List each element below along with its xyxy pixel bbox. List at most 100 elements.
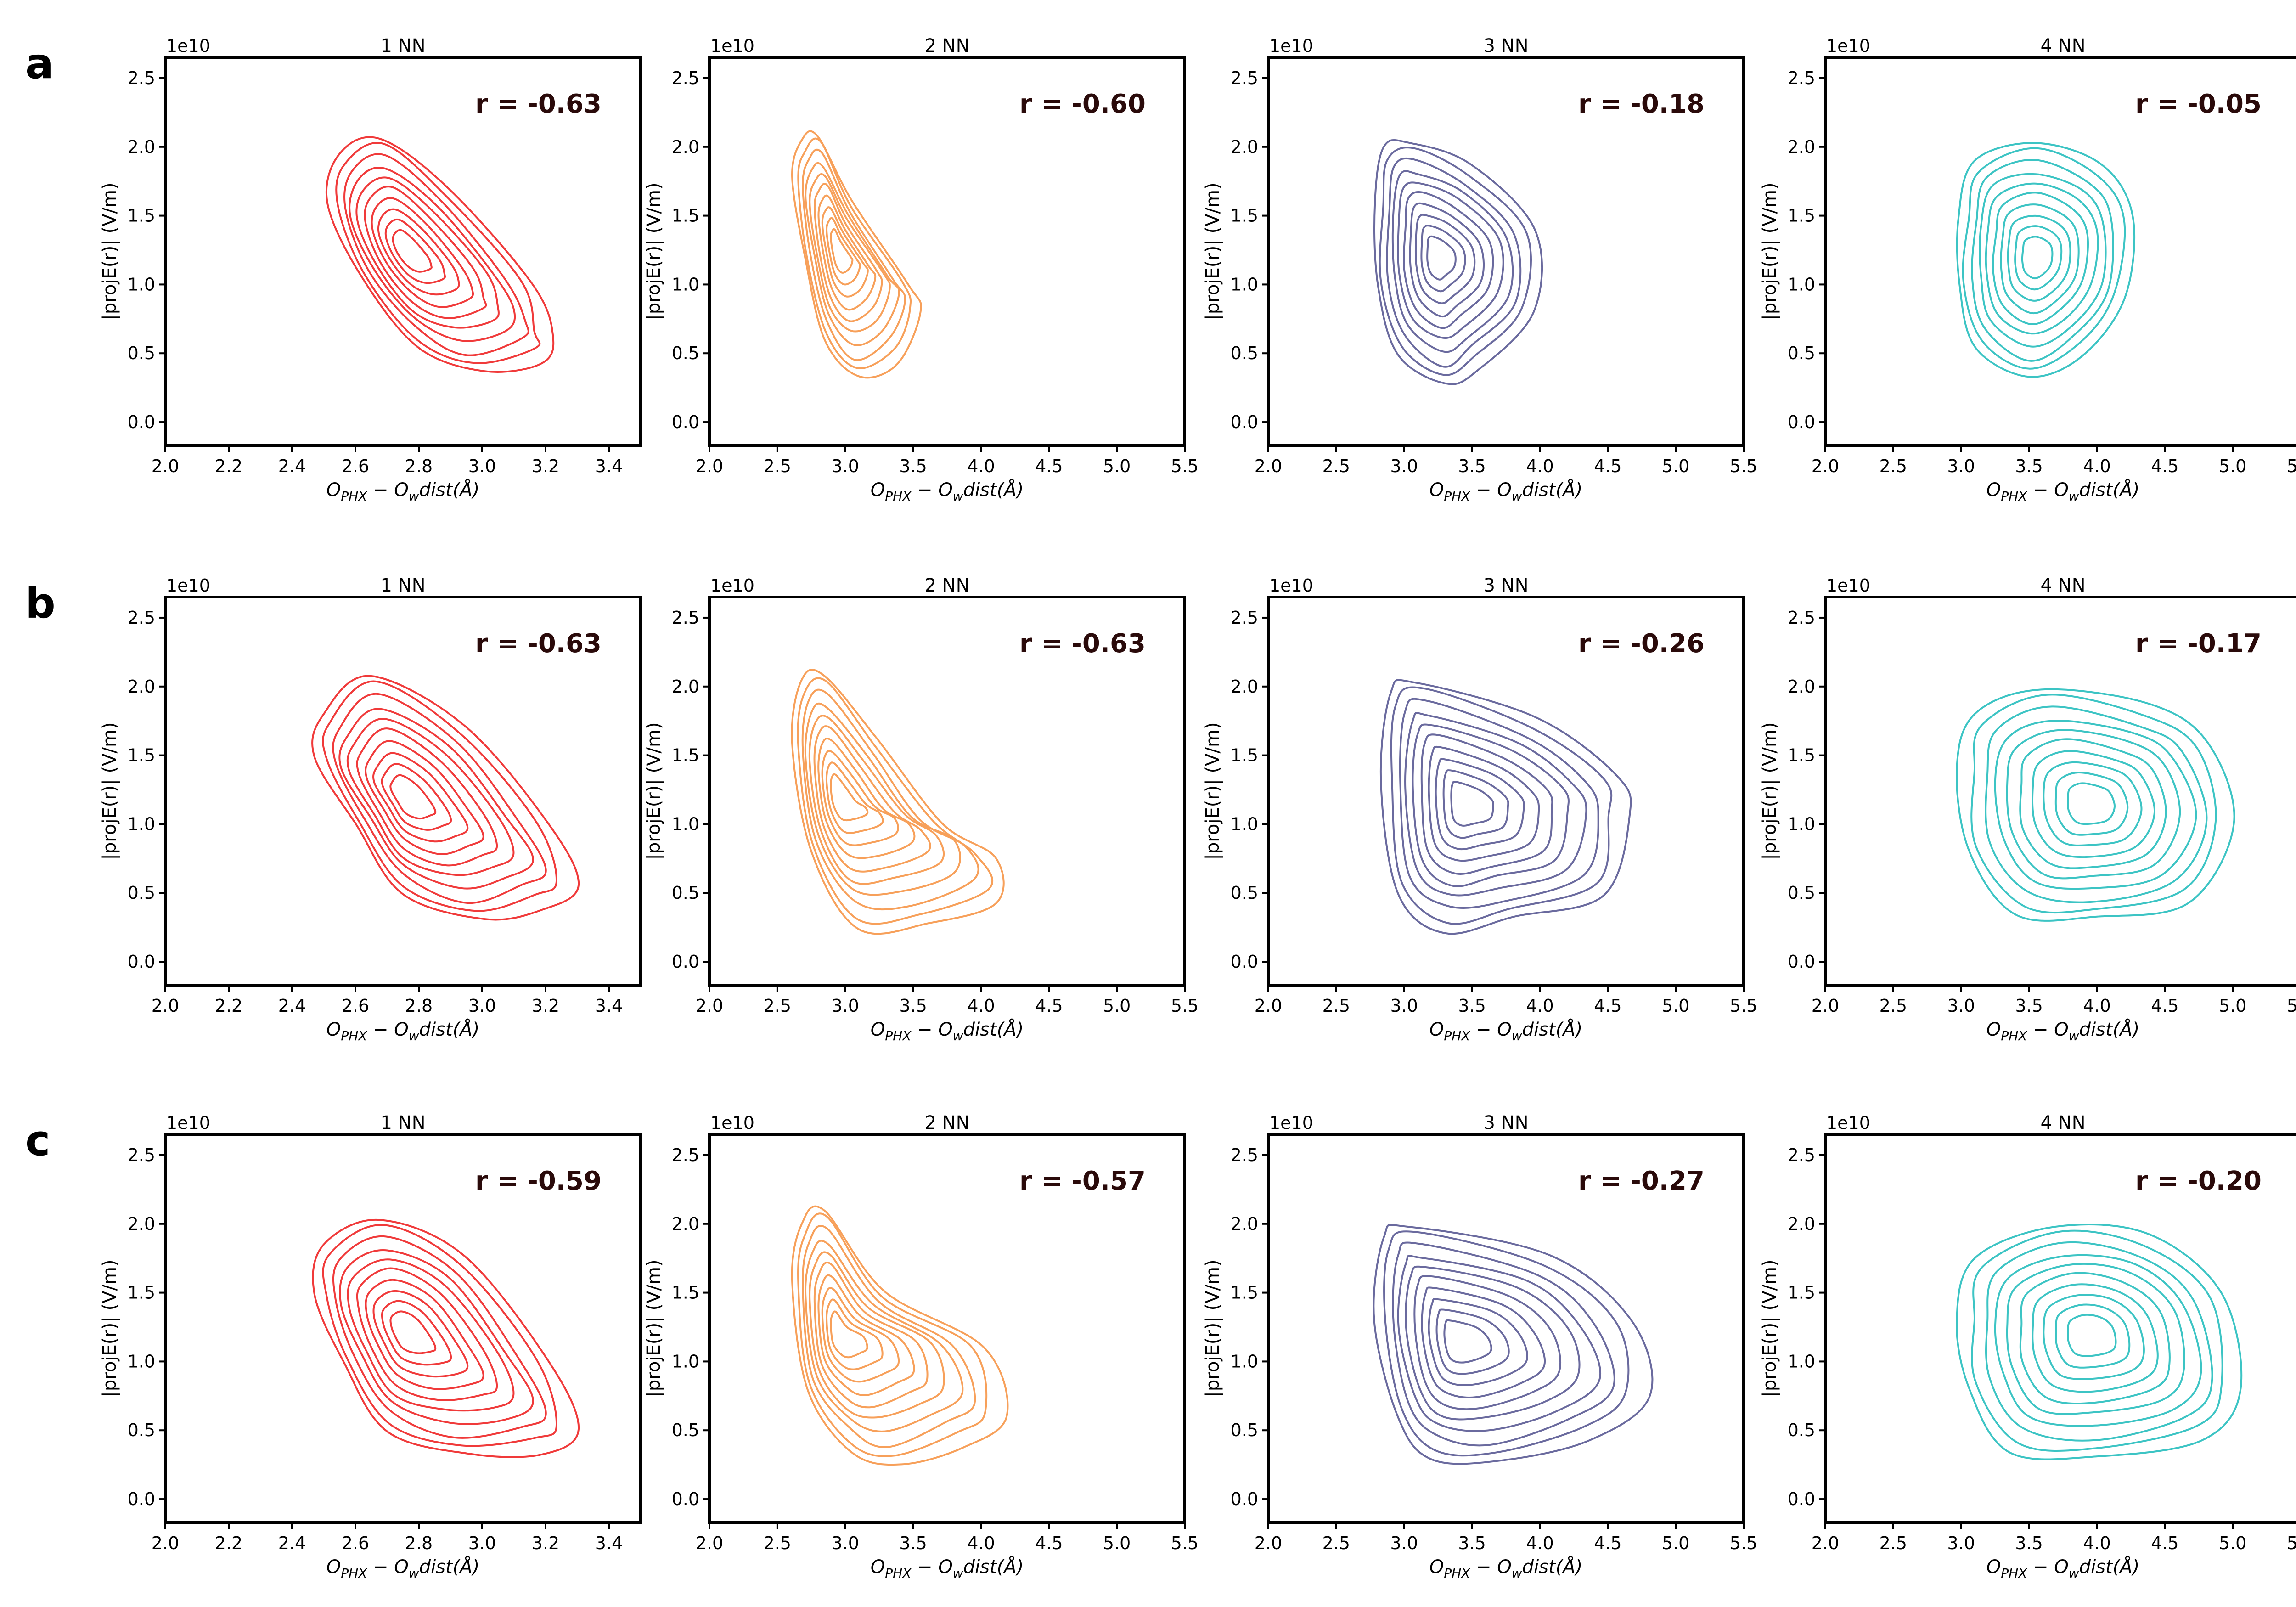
contour-level-1 bbox=[1379, 679, 1632, 935]
x-label-part: − bbox=[367, 1019, 394, 1040]
y-tick-label: 2.0 bbox=[1231, 677, 1258, 697]
y-tick-label: 2.5 bbox=[672, 608, 699, 628]
y-offset-label: 1e10 bbox=[710, 575, 754, 596]
x-tick-label: 3.2 bbox=[532, 996, 559, 1016]
x-tick-label: 2.5 bbox=[764, 456, 791, 476]
contour-level-6 bbox=[1403, 191, 1494, 329]
x-label-part: O bbox=[1986, 1019, 2001, 1040]
x-tick-label: 5.0 bbox=[2219, 996, 2246, 1016]
y-tick-label: 0.0 bbox=[672, 1489, 699, 1509]
contour-level-5 bbox=[1405, 1265, 1581, 1421]
plot-frame bbox=[164, 1133, 642, 1524]
x-tick-label: 5.0 bbox=[1103, 1533, 1131, 1553]
contour-level-6 bbox=[1420, 733, 1553, 875]
x-label-part: dist(Å) bbox=[963, 1018, 1024, 1040]
subplot-b-4: 2.0 2.5 3.0 3.5 4.0 4.5 5.0 5.5 0.0 0.5 1.0 1.5 2.0 2… bbox=[1759, 575, 2296, 1043]
x-axis-label: OPHX − Owdist(Å) bbox=[1429, 479, 1583, 504]
x-label-part: w bbox=[953, 489, 963, 504]
x-label-part: PHX bbox=[341, 489, 367, 504]
contour-level-3 bbox=[1985, 1241, 2213, 1442]
plot-frame bbox=[1267, 1133, 1745, 1524]
y-offset-label: 1e10 bbox=[1826, 1113, 1870, 1133]
contour-level-4 bbox=[349, 167, 516, 342]
x-tick-label: 5.5 bbox=[1730, 456, 1757, 476]
x-tick-label: 2.8 bbox=[405, 456, 433, 476]
x-tick-label: 3.2 bbox=[532, 456, 559, 476]
contour-level-5 bbox=[809, 1251, 945, 1419]
x-axis-label: OPHX − Owdist(Å) bbox=[326, 1556, 480, 1581]
x-tick-label: 2.2 bbox=[215, 1533, 242, 1553]
correlation-label: r = -0.63 bbox=[475, 89, 602, 119]
x-label-part: w bbox=[953, 1028, 963, 1043]
contour-level-7 bbox=[2000, 203, 2080, 315]
x-tick-label: 4.0 bbox=[1526, 996, 1553, 1016]
contour-level-2 bbox=[322, 1224, 558, 1447]
x-axis-label: OPHX − Owdist(Å) bbox=[871, 1556, 1024, 1581]
contour-set bbox=[791, 130, 922, 379]
x-tick-label: 2.5 bbox=[764, 1533, 791, 1553]
contour-level-4 bbox=[1397, 1255, 1601, 1432]
x-tick-label: 3.0 bbox=[831, 1533, 859, 1553]
contour-level-7 bbox=[1421, 1286, 1546, 1398]
x-tick-label: 5.5 bbox=[1730, 996, 1757, 1016]
x-tick-label: 4.0 bbox=[1526, 456, 1553, 476]
plot-frame bbox=[708, 1133, 1186, 1524]
x-tick-label: 2.0 bbox=[696, 456, 723, 476]
contour-level-3 bbox=[1985, 705, 2208, 903]
x-tick-label: 4.0 bbox=[2083, 1533, 2110, 1553]
x-label-part: O bbox=[394, 479, 408, 501]
x-label-part: O bbox=[938, 1556, 952, 1578]
y-tick-label: 1.0 bbox=[1788, 814, 1815, 834]
contour-level-5 bbox=[1985, 182, 2099, 335]
x-tick-label: 5.0 bbox=[2219, 1533, 2246, 1553]
x-label-part: − bbox=[911, 1556, 938, 1578]
contour-set bbox=[1956, 1224, 2243, 1460]
y-tick-label: 1.0 bbox=[672, 1351, 699, 1371]
x-tick-label: 2.0 bbox=[1812, 1533, 1839, 1553]
x-label-part: w bbox=[953, 1566, 963, 1581]
contour-level-6 bbox=[364, 186, 487, 319]
x-label-part: − bbox=[1470, 1019, 1497, 1040]
contour-level-1 bbox=[311, 675, 580, 921]
x-tick-label: 4.5 bbox=[1594, 1533, 1621, 1553]
contour-level-2 bbox=[797, 1212, 988, 1457]
contour-level-3 bbox=[802, 148, 906, 361]
x-tick-label: 2.5 bbox=[1880, 996, 1907, 1016]
contour-set bbox=[312, 1218, 580, 1458]
x-tick-label: 3.5 bbox=[1458, 996, 1486, 1016]
x-label-part: O bbox=[1986, 479, 2001, 501]
contour-level-2 bbox=[1383, 1230, 1630, 1457]
contour-level-4 bbox=[1994, 720, 2197, 890]
subplot-a-3: 2.0 2.5 3.0 3.5 4.0 4.5 5.0 5.5 0.0 0.5 1.0 1.5 2.0 2… bbox=[1202, 35, 1757, 504]
x-tick-label: 4.5 bbox=[1035, 1533, 1063, 1553]
x-tick-label: 5.0 bbox=[1103, 456, 1131, 476]
subplot-b-2: 2.0 2.5 3.0 3.5 4.0 4.5 5.0 5.5 0.0 0.5 1.0 1.5 2.0 2… bbox=[643, 575, 1199, 1043]
correlation-label: r = -0.20 bbox=[2135, 1166, 2262, 1196]
x-tick-label: 2.0 bbox=[1812, 996, 1839, 1016]
x-tick-label: 4.0 bbox=[2083, 456, 2110, 476]
x-tick-label: 2.4 bbox=[278, 1533, 306, 1553]
contour-level-5 bbox=[2006, 1263, 2185, 1415]
contour-level-3 bbox=[332, 693, 547, 904]
contour-level-9 bbox=[2054, 1303, 2131, 1369]
subplot-title: 1 NN bbox=[380, 35, 425, 56]
contour-level-5 bbox=[346, 718, 515, 876]
x-axis-label: OPHX − Owdist(Å) bbox=[326, 479, 480, 504]
x-tick-label: 2.6 bbox=[342, 996, 369, 1016]
contour-level-7 bbox=[371, 197, 474, 308]
contour-level-6 bbox=[356, 727, 498, 867]
x-tick-label: 3.5 bbox=[2015, 456, 2043, 476]
y-tick-label: 0.5 bbox=[1788, 1420, 1815, 1440]
subplot-title: 1 NN bbox=[380, 575, 425, 596]
contour-level-2 bbox=[322, 680, 558, 912]
x-label-part: O bbox=[938, 479, 952, 501]
contour-level-2 bbox=[797, 677, 994, 925]
x-tick-label: 3.0 bbox=[1390, 996, 1418, 1016]
y-tick-label: 1.5 bbox=[672, 1283, 699, 1303]
x-tick-label: 2.5 bbox=[764, 996, 791, 1016]
x-tick-label: 2.5 bbox=[1322, 996, 1350, 1016]
x-label-part: w bbox=[1512, 489, 1522, 504]
x-tick-label: 2.4 bbox=[278, 456, 306, 476]
contour-level-2 bbox=[1962, 147, 2126, 370]
correlation-label: r = -0.27 bbox=[1578, 1166, 1705, 1196]
